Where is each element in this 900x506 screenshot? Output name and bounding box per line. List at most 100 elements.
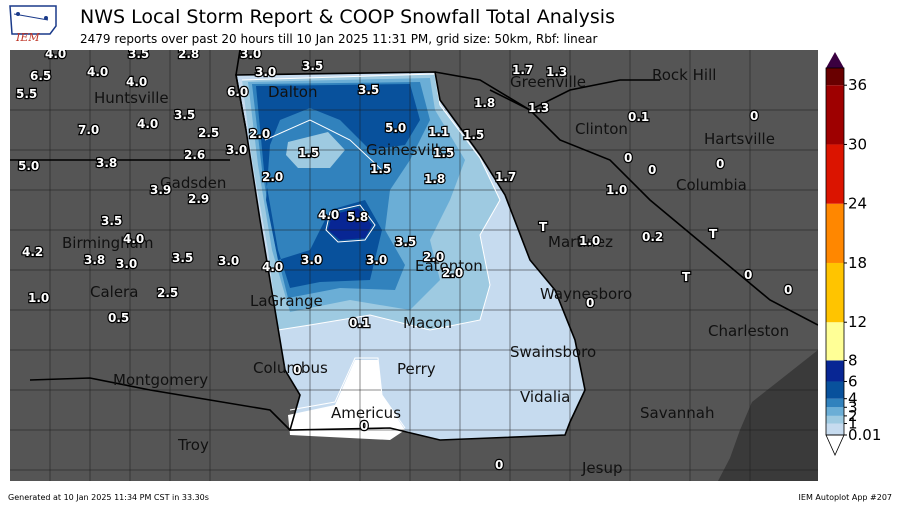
report-value: 3.5: [172, 251, 193, 265]
colorbar-bin: [826, 85, 844, 145]
colorbar-tick-label: 4: [848, 390, 858, 408]
report-value: 1.5: [298, 146, 319, 160]
city-label: Huntsville: [94, 89, 169, 107]
city-label: Clinton: [575, 120, 628, 138]
report-value: 0: [716, 157, 724, 171]
snowfall-map: Rock Hill Greenville Huntsville Dalton C…: [10, 50, 818, 481]
city-label: Columbia: [676, 176, 747, 194]
colorbar-tick-label: 18: [848, 254, 867, 272]
city-label: Jesup: [581, 459, 623, 477]
colorbar-bins: [825, 52, 845, 456]
report-value: 5.5: [16, 87, 37, 101]
city-label: Eatonton: [415, 257, 483, 275]
iem-logo: IEM: [9, 5, 57, 44]
report-value: 2.6: [184, 148, 205, 162]
colorbar-bin: [826, 360, 844, 382]
report-value: 1.0: [28, 291, 49, 305]
colorbar-tick-label: 0.01: [848, 426, 881, 444]
colorbar-tick-label: 24: [848, 195, 867, 213]
report-value: 4.0: [123, 232, 144, 246]
city-label: Rock Hill: [652, 66, 716, 84]
report-value: 1.5: [370, 162, 391, 176]
city-label: Waynesboro: [540, 285, 632, 303]
colorbar-bin: [826, 262, 844, 323]
colorbar-tick-label: 36: [848, 76, 867, 94]
report-value: 1.5: [433, 146, 454, 160]
colorbar-tick-label: 3: [848, 398, 858, 416]
report-value: 0: [624, 151, 632, 165]
city-label: Savannah: [640, 404, 715, 422]
app-id: IEM Autoplot App #207: [798, 493, 892, 502]
colorbar-extend-top: [826, 52, 844, 68]
report-value: 4.0: [87, 65, 108, 79]
report-value: 0.2: [642, 230, 663, 244]
report-value: 0.5: [108, 311, 129, 325]
report-value: 3.8: [96, 156, 117, 170]
city-label: Charleston: [708, 322, 789, 340]
city-label: Gainesville: [366, 141, 448, 159]
city-label: Vidalia: [520, 388, 570, 406]
report-value: 2.0: [423, 250, 444, 264]
city-label: Swainsboro: [510, 343, 596, 361]
report-value: 3.5: [128, 50, 149, 61]
report-value: 4.0: [137, 117, 158, 131]
city-label: Martinez: [548, 233, 613, 251]
report-value: 3.0: [255, 65, 276, 79]
state-borders: [10, 50, 818, 441]
logo-text: IEM: [15, 31, 40, 44]
colorbar-bin: [826, 407, 844, 416]
colorbar-tick-label: 6: [848, 372, 858, 390]
city-label: LaGrange: [250, 292, 323, 310]
colorbar-tick-label: 8: [848, 351, 858, 369]
colorbar-bin: [826, 203, 844, 263]
city-label: Hartsville: [704, 130, 775, 148]
city-label: Gadsden: [160, 174, 226, 192]
report-value: T: [539, 220, 548, 234]
report-value: 1.7: [512, 63, 533, 77]
colorbar-bin: [826, 322, 844, 361]
report-value: 1.0: [606, 183, 627, 197]
report-value: 6.5: [30, 69, 51, 83]
colorbar-bin: [826, 423, 844, 435]
generated-timestamp: Generated at 10 Jan 2025 11:34 PM CST in…: [8, 493, 209, 502]
contour-6-8-peak: [328, 208, 372, 240]
colorbar-tick-label: 2: [848, 407, 858, 425]
report-value: 3.0: [366, 253, 387, 267]
report-value: 0: [293, 363, 301, 377]
colorbar-tick-label: 30: [848, 135, 867, 153]
report-value: 0: [648, 163, 656, 177]
report-value: T: [709, 227, 718, 241]
colorbar-tick-label: 1: [848, 415, 858, 433]
report-value: 1.1: [428, 125, 449, 139]
report-value: 2.0: [249, 127, 270, 141]
report-value: 5.0: [385, 121, 406, 135]
report-value: 0: [744, 268, 752, 282]
colorbar-bin: [826, 381, 844, 399]
colorbar-bin: [826, 68, 844, 86]
city-label: Montgomery: [113, 371, 208, 389]
report-value: 3.0: [301, 253, 322, 267]
county-lines: [10, 50, 818, 481]
contour-4-6: [256, 84, 420, 288]
report-value: 3.5: [302, 59, 323, 73]
city-label: Americus: [331, 404, 401, 422]
report-value: 1.7: [495, 170, 516, 184]
report-value: 2.0: [262, 170, 283, 184]
report-value: 2.5: [198, 126, 219, 140]
report-value: 3.0: [240, 50, 261, 61]
report-value: 5.8: [347, 210, 368, 224]
report-value: 5.0: [18, 159, 39, 173]
report-value: 0.1: [628, 110, 649, 124]
zero-contour-region: [288, 360, 405, 440]
report-value: 4.0: [262, 260, 283, 274]
chart-title: NWS Local Storm Report & COOP Snowfall T…: [80, 6, 615, 28]
report-value: 0: [784, 283, 792, 297]
report-value: 1.8: [474, 96, 495, 110]
city-label: Perry: [397, 360, 436, 378]
atlantic-ocean: [718, 350, 818, 481]
chart-subtitle: 2479 reports over past 20 hours till 10 …: [80, 32, 598, 46]
report-value: 1.5: [463, 128, 484, 142]
report-value: 4.2: [22, 245, 43, 259]
report-value: 2.0: [442, 266, 463, 280]
